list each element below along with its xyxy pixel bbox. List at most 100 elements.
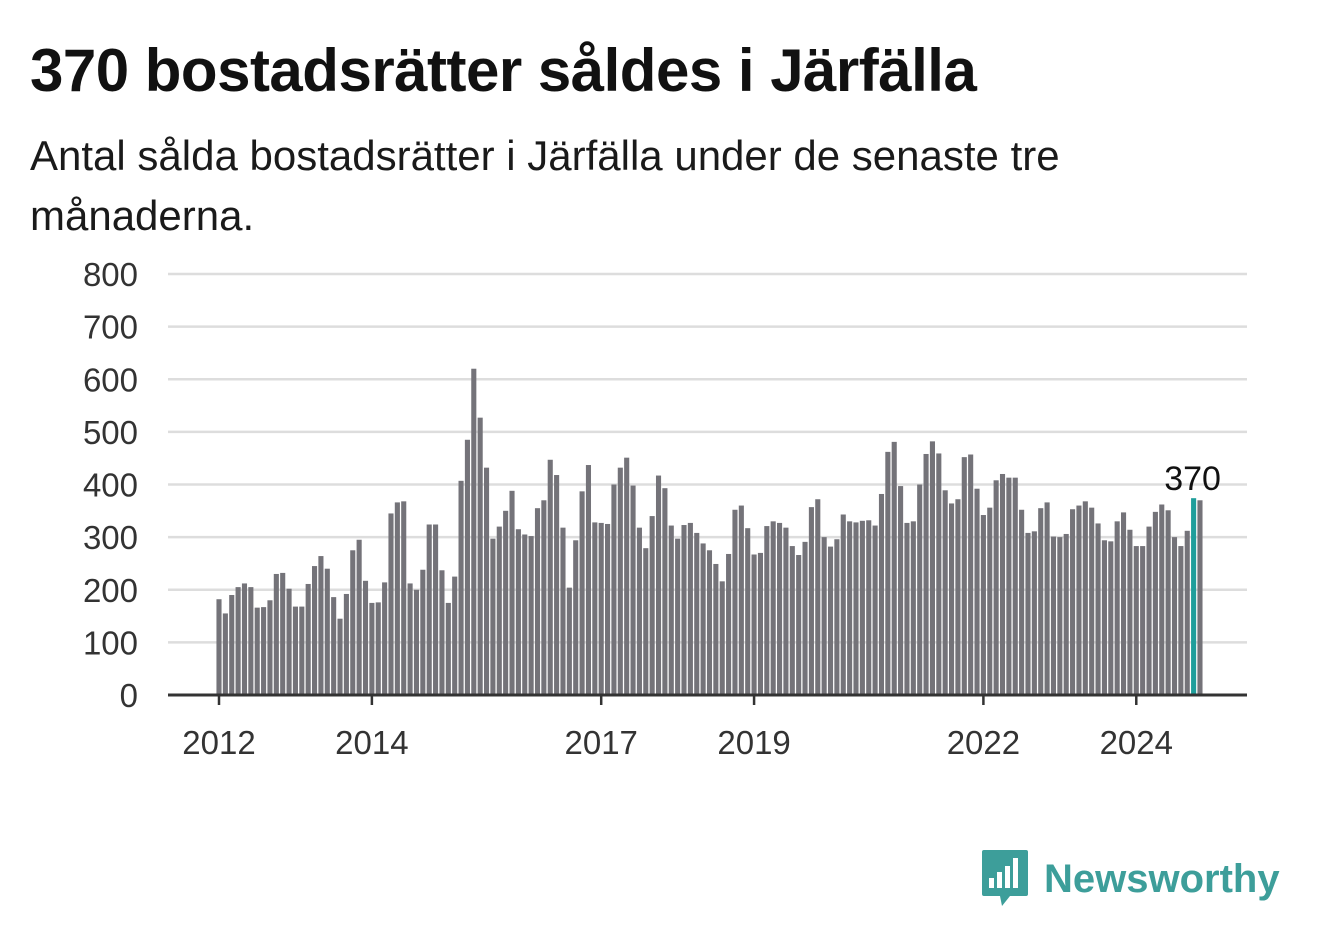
y-tick-label: 700 <box>83 309 138 346</box>
bar <box>343 593 349 695</box>
bar <box>222 613 228 695</box>
bar <box>961 457 967 695</box>
bar <box>331 597 337 695</box>
bar <box>426 524 432 695</box>
bar <box>655 475 662 695</box>
bar <box>1031 531 1037 695</box>
bar <box>878 493 885 695</box>
bar <box>777 522 783 695</box>
bar <box>840 514 846 695</box>
bar <box>324 568 330 695</box>
bar <box>515 529 521 695</box>
y-tick-label: 400 <box>83 467 138 504</box>
bar <box>585 465 592 695</box>
bar <box>719 581 725 695</box>
bar <box>375 602 381 695</box>
bar <box>401 501 407 695</box>
bar <box>662 488 668 695</box>
bar <box>898 486 904 695</box>
bar <box>1025 532 1031 695</box>
bar <box>483 467 490 695</box>
bar <box>987 507 993 695</box>
bar <box>764 526 770 695</box>
bar <box>757 552 763 695</box>
bar <box>464 439 470 695</box>
bar <box>1095 523 1101 695</box>
bar <box>624 457 630 695</box>
bar <box>866 520 872 695</box>
bar <box>949 503 955 695</box>
bar <box>299 606 305 695</box>
bar <box>968 454 974 695</box>
bar <box>445 602 451 695</box>
bar <box>770 521 776 695</box>
bar <box>292 606 298 695</box>
bar <box>388 513 394 695</box>
bar <box>617 467 623 695</box>
bar <box>942 490 948 695</box>
bar <box>643 548 649 695</box>
chart-title: 370 bostadsrätter såldes i Järfälla <box>30 37 977 104</box>
highlight-value-label: 370 <box>1164 460 1221 498</box>
bar <box>706 550 713 695</box>
bar <box>1076 505 1082 695</box>
bar-chart: 0 100 200 300 400 500 600 700 800 2012 2014 2017 201… <box>83 256 1247 761</box>
y-tick-label: 300 <box>83 519 138 556</box>
bar <box>261 607 267 695</box>
bar <box>929 441 935 695</box>
bar <box>1197 500 1203 695</box>
bar <box>999 473 1006 695</box>
bar <box>675 538 681 695</box>
x-tick-label: 2022 <box>947 724 1020 761</box>
bar <box>1006 477 1012 695</box>
bar <box>305 583 311 695</box>
y-tick-label: 800 <box>83 256 138 293</box>
bar <box>783 527 789 695</box>
highlighted-bar <box>1191 498 1197 695</box>
bar <box>566 587 572 695</box>
bar <box>541 500 547 695</box>
bar <box>630 485 636 695</box>
chart-subtitle: Antal sålda bostadsrätter i Järfälla und… <box>30 132 1060 239</box>
bar <box>611 484 617 695</box>
bar <box>547 459 553 695</box>
bar <box>337 618 343 695</box>
bar <box>509 490 515 695</box>
bar <box>1127 529 1133 695</box>
bar <box>917 484 923 695</box>
bar <box>668 525 674 695</box>
bar <box>241 583 248 695</box>
bar <box>745 528 751 695</box>
y-tick-label: 0 <box>120 677 138 714</box>
bar <box>859 520 865 695</box>
bar <box>1159 504 1165 695</box>
bar <box>993 480 999 695</box>
bar <box>439 570 445 695</box>
bar <box>732 509 738 695</box>
brand-name: Newsworthy <box>1044 856 1280 901</box>
bar <box>503 510 509 695</box>
bar <box>821 537 827 695</box>
bar <box>1140 546 1146 695</box>
y-tick-label: 600 <box>83 361 138 398</box>
bar <box>700 543 706 695</box>
bar <box>847 521 853 695</box>
x-tick-label: 2017 <box>564 724 637 761</box>
bar <box>808 507 814 695</box>
bar <box>751 554 757 695</box>
bar <box>891 441 897 695</box>
bar <box>636 527 642 695</box>
bar <box>560 527 566 695</box>
bar <box>1178 546 1184 695</box>
bar <box>1133 546 1139 695</box>
bar <box>681 525 687 695</box>
bar <box>490 538 496 695</box>
bar <box>362 580 369 695</box>
bar <box>796 555 802 695</box>
bar <box>273 573 279 695</box>
bar <box>471 368 477 695</box>
bar <box>1120 512 1127 695</box>
bar <box>834 539 840 695</box>
bar <box>286 588 292 695</box>
bar <box>369 602 375 695</box>
